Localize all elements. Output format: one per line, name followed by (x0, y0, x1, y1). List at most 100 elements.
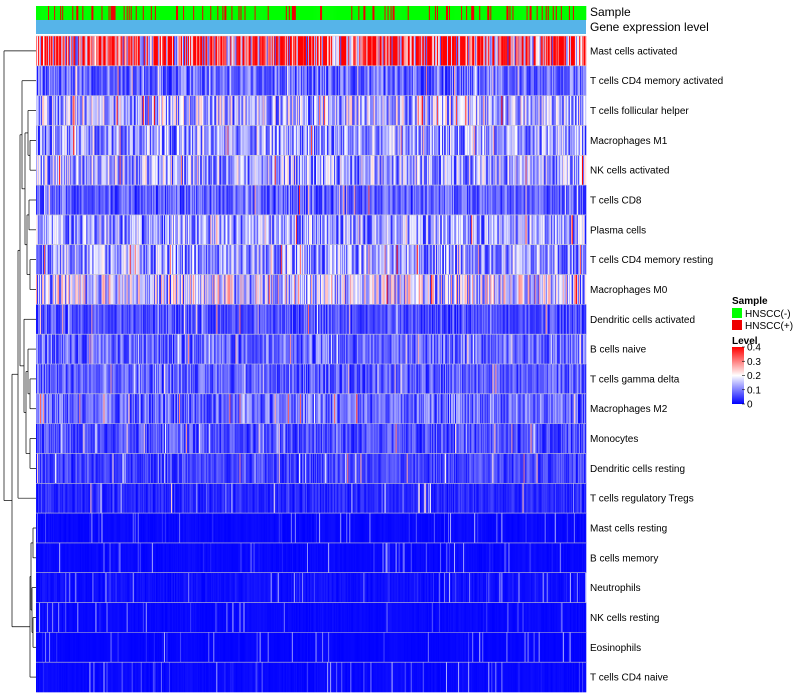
heatmap-cell (486, 244, 488, 275)
heatmap-cell (520, 65, 522, 96)
heatmap-cell (512, 185, 514, 216)
sample-cell (234, 6, 236, 20)
heatmap-cell (326, 155, 328, 186)
heatmap-cell (130, 155, 132, 186)
heatmap-cell (265, 185, 267, 216)
heatmap-cell (65, 185, 67, 216)
heatmap-cell (117, 125, 119, 156)
heatmap-cell (259, 95, 261, 126)
heatmap-cell (331, 95, 333, 126)
heatmap-cell (564, 214, 567, 246)
heatmap-cell (582, 155, 585, 186)
heatmap-cell (379, 214, 381, 246)
heatmap-cell (98, 244, 100, 275)
heatmap-cell (269, 125, 272, 156)
heatmap-cell (292, 125, 295, 156)
heatmap-cell (540, 36, 542, 67)
heatmap-cell (341, 244, 343, 275)
heatmap-cell (517, 214, 519, 246)
sample-cell (115, 6, 117, 20)
heatmap-cell (509, 95, 511, 126)
heatmap-cell (356, 244, 358, 275)
heatmap-cell (363, 36, 365, 67)
heatmap-cell (552, 36, 555, 67)
heatmap-cell (373, 185, 375, 216)
heatmap-cell (176, 185, 178, 216)
heatmap-cell (188, 214, 190, 246)
heatmap-cell (487, 125, 489, 156)
heatmap-cell (429, 185, 432, 216)
heatmap-cell (379, 95, 381, 126)
heatmap-cell (179, 36, 181, 67)
heatmap-cell (267, 65, 269, 96)
heatmap-cell (69, 214, 71, 246)
heatmap-cell (105, 125, 107, 156)
heatmap-cell (534, 244, 536, 275)
heatmap-cell (214, 125, 216, 156)
heatmap-cell (196, 36, 198, 67)
heatmap-cell (293, 185, 296, 216)
heatmap-cell (410, 36, 413, 67)
sample-cell (100, 6, 102, 20)
heatmap-cell (330, 36, 332, 67)
heatmap-cell (501, 65, 503, 96)
heatmap-cell (491, 185, 493, 216)
heatmap-cell (391, 244, 393, 275)
heatmap-cell (451, 95, 453, 126)
heatmap-cell (277, 36, 280, 67)
heatmap-cell (384, 125, 386, 156)
heatmap-cell (358, 155, 360, 186)
heatmap-cell (404, 36, 406, 67)
heatmap-cell (184, 244, 186, 275)
heatmap-cell (417, 244, 420, 275)
heatmap-cell (359, 95, 361, 126)
heatmap-cell (379, 244, 381, 275)
heatmap-cell (124, 36, 126, 67)
heatmap-cell (83, 65, 85, 96)
heatmap-cell (65, 214, 67, 246)
heatmap-cell (239, 95, 241, 126)
heatmap-cell (538, 244, 540, 275)
heatmap-cell (384, 244, 386, 275)
heatmap-cell (420, 95, 423, 126)
heatmap-cell (294, 244, 297, 275)
heatmap-cell (96, 155, 98, 186)
heatmap-cell (70, 244, 72, 275)
sample-cell (373, 6, 375, 20)
heatmap-cell (128, 244, 130, 275)
heatmap-cell (549, 65, 552, 96)
heatmap-cell (482, 185, 484, 216)
heatmap-cell (261, 214, 263, 246)
heatmap-cell (371, 155, 373, 186)
heatmap-cell (551, 244, 554, 275)
heatmap-cell (191, 65, 193, 96)
heatmap-cell (236, 125, 238, 156)
heatmap-cell (350, 214, 352, 246)
heatmap-cell (531, 155, 533, 186)
heatmap-cell (108, 95, 110, 126)
sample-cell (181, 6, 183, 20)
heatmap-cell (157, 125, 160, 156)
heatmap-cell (148, 214, 151, 246)
sample-cell (99, 6, 101, 20)
heatmap-cell (270, 214, 273, 246)
heatmap-cell (233, 244, 235, 275)
heatmap-cell (369, 155, 371, 186)
heatmap-cell (129, 244, 131, 275)
heatmap-cell (533, 65, 535, 96)
heatmap-cell (206, 185, 208, 216)
heatmap-cell (326, 185, 328, 216)
heatmap-cell (452, 65, 454, 96)
sample-cell (434, 6, 437, 20)
heatmap-cell (403, 185, 405, 216)
heatmap-cell (211, 155, 213, 186)
sample-cell (81, 6, 83, 20)
heatmap-cell (271, 185, 274, 216)
heatmap-cell (451, 185, 453, 216)
heatmap-cell (238, 125, 240, 156)
heatmap-cell (287, 214, 290, 246)
heatmap-cell (483, 244, 485, 275)
heatmap-cell (501, 214, 503, 246)
heatmap-cell (379, 155, 381, 186)
heatmap-cell (428, 95, 431, 126)
